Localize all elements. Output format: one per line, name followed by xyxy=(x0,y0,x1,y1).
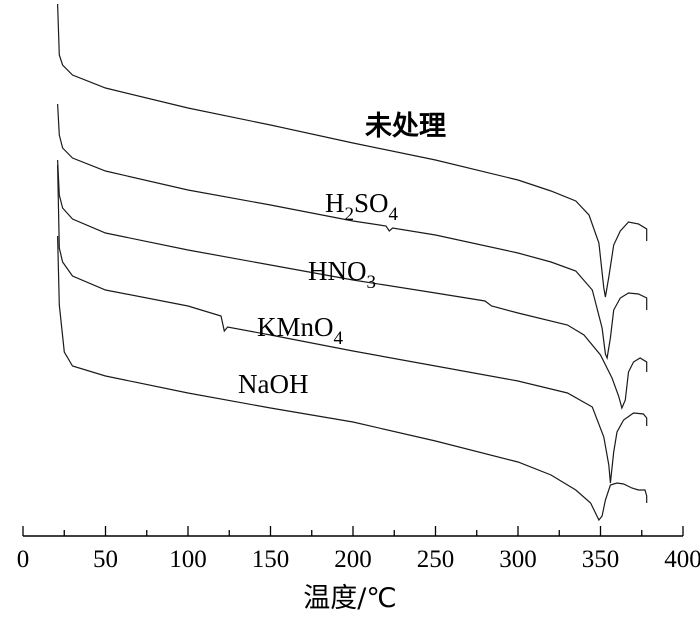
series-curve xyxy=(57,3,648,298)
x-tick-label: 400 xyxy=(664,546,700,573)
series-label: 未处理 xyxy=(365,111,446,142)
series-curve xyxy=(57,159,648,410)
x-axis: 0 50 100 150 200 250 300 350 400 温度/℃ xyxy=(17,526,700,614)
x-tick-label: 50 xyxy=(93,546,118,573)
series-label: NaOH xyxy=(238,369,308,399)
curve-layer xyxy=(57,3,648,522)
series-label: HNO3 xyxy=(308,256,376,293)
series-label: H2SO4 xyxy=(325,188,399,225)
x-tick-label: 250 xyxy=(417,546,455,573)
x-axis-ticks: 0 50 100 150 200 250 300 350 400 xyxy=(17,526,700,573)
x-tick-label: 300 xyxy=(499,546,537,573)
x-tick-label: 350 xyxy=(582,546,620,573)
series-curve xyxy=(57,164,648,484)
series-curve xyxy=(57,235,648,522)
x-tick-label: 100 xyxy=(169,546,207,573)
x-tick-label: 150 xyxy=(252,546,290,573)
x-axis-title: 温度/℃ xyxy=(303,583,396,614)
series-label: KMnO4 xyxy=(257,312,344,349)
series-label-layer: 未处理 H2SO4 HNO3 KMnO4 NaOH xyxy=(238,111,446,399)
x-tick-label: 0 xyxy=(17,546,30,573)
series-curve xyxy=(57,103,648,361)
x-tick-label: 200 xyxy=(334,546,372,573)
